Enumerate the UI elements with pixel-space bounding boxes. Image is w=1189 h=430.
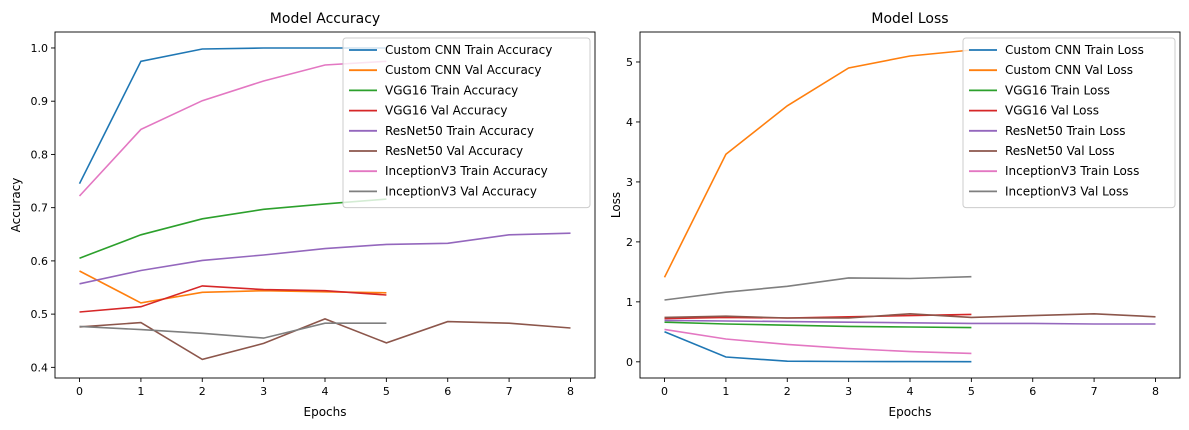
series-line-inceptionv3-val-accuracy	[79, 322, 387, 339]
legend-label-resnet50-val-accuracy: ResNet50 Val Accuracy	[385, 144, 523, 158]
accuracy-x-tick-label: 5	[383, 385, 390, 398]
series-line-vgg16-train-accuracy	[79, 198, 387, 259]
loss-x-tick-label: 7	[1091, 385, 1098, 398]
accuracy-x-tick-label: 7	[506, 385, 513, 398]
accuracy-y-axis-label: Accuracy	[9, 178, 23, 233]
loss-x-tick-label: 1	[722, 385, 729, 398]
loss-chart-title: Model Loss	[871, 11, 948, 27]
loss-x-tick-label: 4	[907, 385, 914, 398]
legend-label-resnet50-val-loss: ResNet50 Val Loss	[1005, 144, 1115, 158]
loss-y-tick-label: 4	[626, 116, 633, 129]
loss-y-axis-label: Loss	[609, 192, 623, 218]
series-line-inceptionv3-train-loss	[664, 328, 972, 355]
series-line-inceptionv3-val-loss	[664, 275, 972, 301]
legend-label-custom-cnn-train-accuracy: Custom CNN Train Accuracy	[385, 43, 552, 57]
series-line-resnet50-train-loss	[664, 319, 1156, 325]
loss-x-tick-label: 2	[784, 385, 791, 398]
legend-label-custom-cnn-train-loss: Custom CNN Train Loss	[1005, 43, 1144, 57]
legend-label-resnet50-train-loss: ResNet50 Train Loss	[1005, 124, 1126, 138]
legend-label-inceptionv3-train-loss: InceptionV3 Train Loss	[1005, 164, 1139, 178]
accuracy-x-tick-label: 1	[137, 385, 144, 398]
loss-legend-box	[962, 37, 1176, 209]
accuracy-y-tick-label: 0.9	[31, 95, 49, 108]
series-line-vgg16-train-loss	[664, 321, 972, 329]
accuracy-chart: Model Accuracy Epochs Accuracy 0 1 2 3 4 5 6 7 8…	[9, 11, 596, 419]
series-line-custom-cnn-val-loss	[663, 49, 972, 278]
series-line-resnet50-val-accuracy	[79, 318, 571, 361]
loss-chart: Model Loss Epochs Loss 0 1 2 3 4 5 6 7 8 0 1 2 3 4 5 Cu…	[609, 11, 1181, 419]
accuracy-x-tick-label: 6	[444, 385, 451, 398]
series-line-inceptionv3-train-accuracy	[78, 60, 387, 197]
legend-label-inceptionv3-train-accuracy: InceptionV3 Train Accuracy	[385, 164, 548, 178]
series-line-custom-cnn-train-loss	[664, 331, 972, 363]
accuracy-legend: Custom CNN Train Accuracy Custom CNN Val …	[342, 37, 591, 209]
legend-label-vgg16-val-loss: VGG16 Val Loss	[1005, 104, 1099, 118]
accuracy-x-axis-label: Epochs	[304, 405, 347, 419]
accuracy-y-tick-label: 0.5	[31, 308, 49, 321]
legend-label-vgg16-val-accuracy: VGG16 Val Accuracy	[385, 104, 507, 118]
loss-x-tick-label: 5	[968, 385, 975, 398]
loss-x-tick-label: 8	[1152, 385, 1159, 398]
loss-y-tick-label: 0	[626, 356, 633, 369]
accuracy-x-tick-label: 2	[199, 385, 206, 398]
series-line-custom-cnn-train-accuracy	[78, 47, 387, 185]
loss-y-tick-label: 5	[626, 56, 633, 69]
accuracy-y-tick-label: 0.8	[31, 148, 49, 161]
legend-label-resnet50-train-accuracy: ResNet50 Train Accuracy	[385, 124, 534, 138]
legend-label-custom-cnn-val-loss: Custom CNN Val Loss	[1005, 63, 1133, 77]
series-line-resnet50-val-loss	[664, 312, 1156, 319]
legend-label-inceptionv3-val-accuracy: InceptionV3 Val Accuracy	[385, 184, 537, 198]
accuracy-x-tick-label: 8	[567, 385, 574, 398]
accuracy-x-tick-label: 0	[76, 385, 83, 398]
accuracy-y-tick-label: 0.6	[31, 255, 49, 268]
legend-label-inceptionv3-val-loss: InceptionV3 Val Loss	[1005, 184, 1129, 198]
series-line-vgg16-val-accuracy	[79, 285, 387, 313]
loss-x-tick-label: 6	[1029, 385, 1036, 398]
accuracy-y-tick-label: 0.7	[31, 202, 49, 215]
loss-x-tick-label: 0	[661, 385, 668, 398]
accuracy-y-tick-label: 1.0	[31, 42, 49, 55]
legend-label-vgg16-train-loss: VGG16 Train Loss	[1005, 83, 1110, 97]
legend-label-vgg16-train-accuracy: VGG16 Train Accuracy	[385, 83, 518, 97]
loss-y-tick-label: 1	[626, 296, 633, 309]
accuracy-series-lines	[78, 47, 571, 361]
loss-y-tick-label: 2	[626, 236, 633, 249]
loss-legend: Custom CNN Train Loss Custom CNN Val Loss…	[962, 37, 1176, 209]
loss-series-lines	[663, 49, 1156, 363]
accuracy-chart-title: Model Accuracy	[270, 11, 380, 27]
accuracy-x-tick-label: 4	[322, 385, 329, 398]
accuracy-y-tick-label: 0.4	[31, 361, 49, 374]
loss-x-axis-label: Epochs	[889, 405, 932, 419]
legend-label-custom-cnn-val-accuracy: Custom CNN Val Accuracy	[385, 63, 542, 77]
accuracy-x-tick-label: 3	[260, 385, 267, 398]
accuracy-legend-box	[342, 37, 591, 209]
series-line-resnet50-train-accuracy	[79, 232, 571, 285]
loss-y-tick-label: 3	[626, 176, 633, 189]
loss-x-tick-label: 3	[845, 385, 852, 398]
